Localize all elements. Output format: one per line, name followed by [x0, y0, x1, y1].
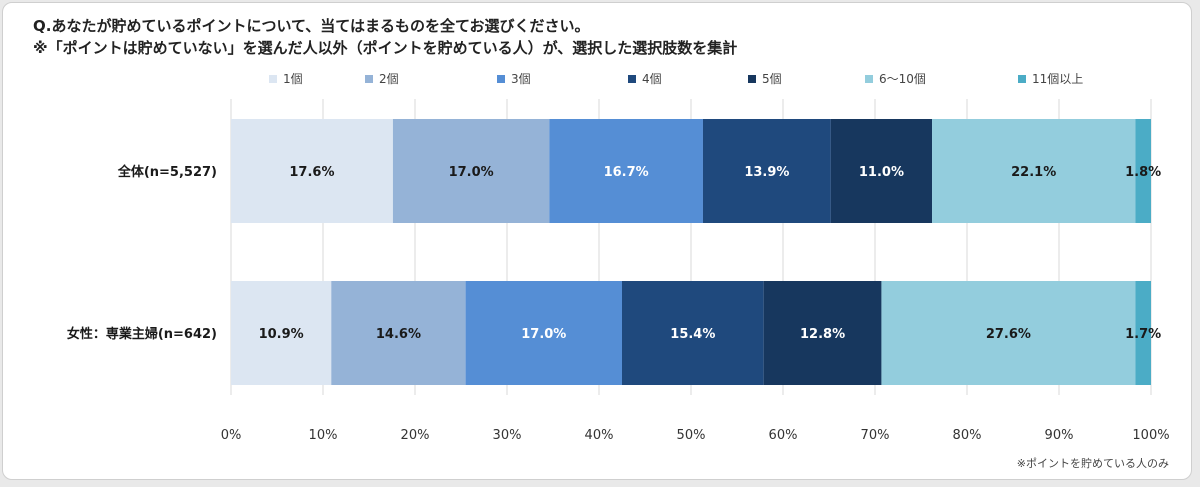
footnote: ※ポイントを貯めている人のみ: [1016, 457, 1169, 470]
category-label: 女性：専業主婦(n=642): [67, 326, 217, 342]
bar-segment: [622, 281, 764, 385]
data-label: 15.4%: [670, 327, 715, 342]
legend-label: 11個以上: [1032, 72, 1083, 86]
x-tick-label: 50%: [677, 428, 706, 443]
legend-label: 1個: [283, 72, 303, 86]
bar-segment: [392, 119, 550, 223]
bar-segment: [702, 119, 831, 223]
bar-segment: [549, 119, 703, 223]
bar-segment: [830, 119, 933, 223]
bar-segment: [763, 281, 882, 385]
data-label: 1.7%: [1125, 327, 1161, 342]
legend-label: 6～10個: [879, 72, 926, 86]
bar-segment: [1135, 119, 1151, 223]
x-tick-label: 10%: [309, 428, 338, 443]
data-label: 17.6%: [289, 165, 334, 180]
data-label: 10.9%: [259, 327, 304, 342]
chart-title-note: ※「ポイントは貯めていない」を選んだ人以外（ポイントを貯めている人）が、選択した…: [33, 39, 738, 57]
legend-swatch: [365, 75, 373, 83]
bar-segment: [1135, 281, 1151, 385]
data-label: 12.8%: [800, 327, 845, 342]
legend-swatch: [865, 75, 873, 83]
x-tick-label: 0%: [221, 428, 242, 443]
legend-label: 5個: [762, 72, 782, 86]
x-tick-label: 80%: [953, 428, 982, 443]
data-label: 14.6%: [376, 327, 421, 342]
x-tick-label: 40%: [585, 428, 614, 443]
chart-card: Q.あなたが貯めているポイントについて、当てはまるものを全てお選びください。 ※…: [2, 2, 1192, 480]
x-tick-label: 30%: [493, 428, 522, 443]
chart-title-question: Q.あなたが貯めているポイントについて、当てはまるものを全てお選びください。: [33, 17, 590, 35]
data-label: 1.8%: [1125, 165, 1161, 180]
data-label: 16.7%: [604, 165, 649, 180]
bar-segment: [465, 281, 622, 385]
legend-swatch: [497, 75, 505, 83]
data-label: 27.6%: [986, 327, 1031, 342]
data-label: 17.0%: [521, 327, 566, 342]
x-tick-label: 100%: [1132, 428, 1169, 443]
legend-label: 3個: [511, 72, 531, 86]
legend-swatch: [748, 75, 756, 83]
x-tick-label: 70%: [861, 428, 890, 443]
legend-swatch: [1018, 75, 1026, 83]
data-label: 11.0%: [859, 165, 904, 180]
stacked-bar-chart: 1個 2個 3個 4個 5個 6～10個 11個以上 17.6% 17.0% 16.7% 13.9%…: [67, 72, 1170, 443]
bar-segment: [932, 119, 1136, 223]
bar-segment: [231, 281, 332, 385]
data-label: 13.9%: [744, 165, 789, 180]
data-label: 17.0%: [449, 165, 494, 180]
data-label: 22.1%: [1011, 165, 1056, 180]
legend-swatch: [628, 75, 636, 83]
x-tick-label: 90%: [1045, 428, 1074, 443]
bar-segment: [331, 281, 466, 385]
bar-segment: [881, 281, 1136, 385]
bar-segment: [231, 119, 393, 223]
x-tick-label: 60%: [769, 428, 798, 443]
category-label: 全体(n=5,527): [117, 164, 217, 180]
x-tick-label: 20%: [401, 428, 430, 443]
legend-swatch: [269, 75, 277, 83]
legend-label: 2個: [379, 72, 399, 86]
legend-label: 4個: [642, 72, 662, 86]
